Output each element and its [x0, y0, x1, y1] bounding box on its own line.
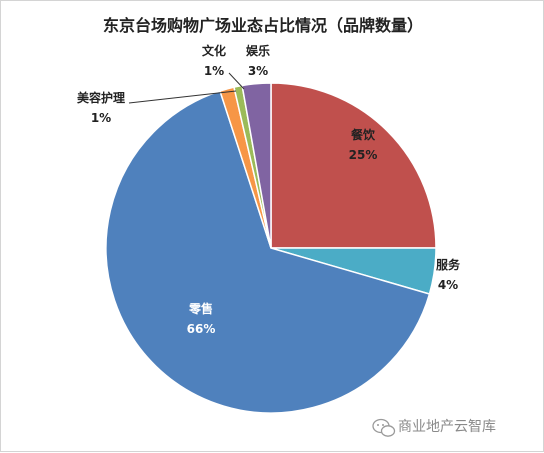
slice-percent-label: 3%	[248, 64, 268, 78]
slice-labels: 餐饮 25% 服务 4% 零售 66% 美容护理 1% 文化 1% 娱乐 3%	[77, 43, 461, 336]
wechat-icon	[372, 418, 396, 437]
chart-title: 东京台场购物广场业态占比情况（品牌数量）	[103, 16, 423, 35]
slice-percent-label: 1%	[91, 111, 111, 125]
pie-slice-2	[105, 90, 431, 414]
pie-slices	[105, 82, 437, 414]
slice-name-label: 服务	[436, 257, 461, 272]
slice-percent-label: 66%	[187, 322, 216, 336]
slice-name-label: 零售	[188, 301, 213, 316]
slice-name-label: 餐饮	[351, 127, 376, 142]
leader-lines	[128, 72, 245, 104]
slice-percent-label: 25%	[349, 148, 378, 162]
pie-slice-0	[270, 82, 437, 249]
watermark-text: 商业地产云智库	[398, 419, 496, 435]
slice-name-label: 美容护理	[77, 90, 125, 105]
leader-line	[228, 72, 245, 90]
watermark: 商业地产云智库	[372, 418, 496, 437]
slice-name-label: 文化	[202, 43, 226, 58]
slice-name-label: 娱乐	[246, 43, 270, 58]
pie-slice-5	[241, 82, 272, 249]
leader-line	[128, 90, 237, 104]
slice-percent-label: 4%	[438, 278, 458, 292]
slice-percent-label: 1%	[204, 64, 224, 78]
